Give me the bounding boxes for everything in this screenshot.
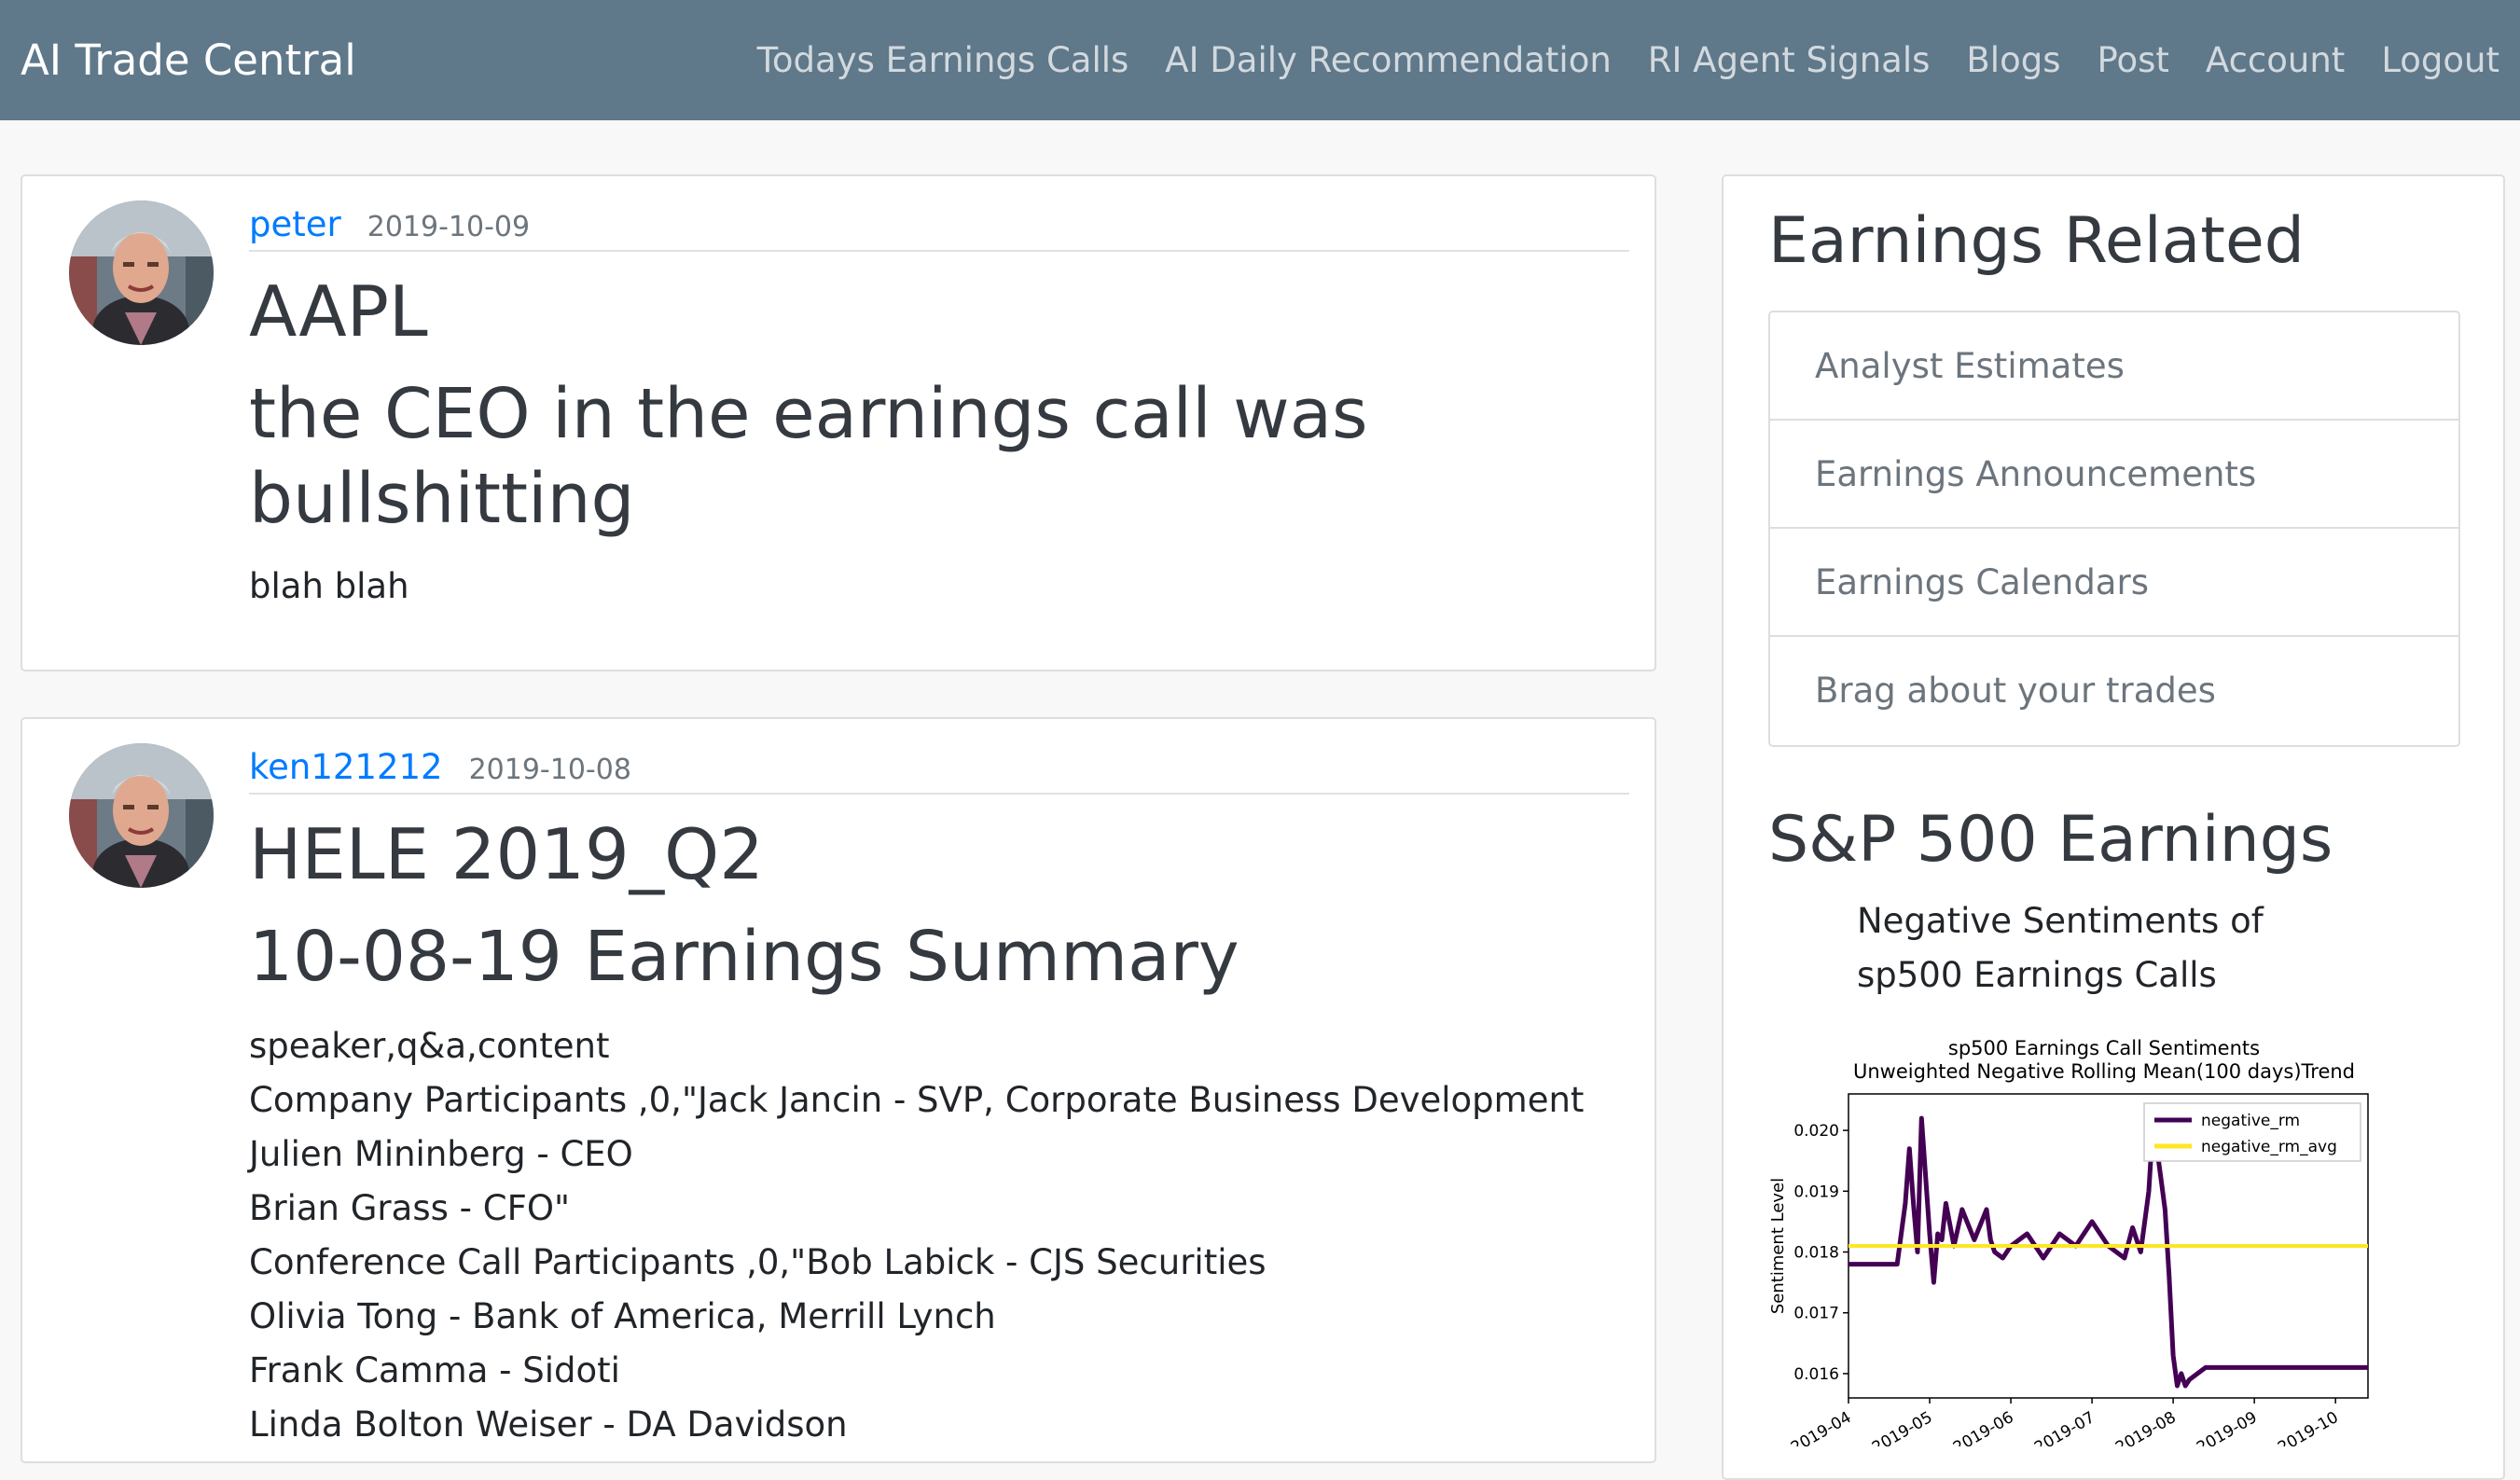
post-body-line: Frank Camma - Sidoti	[249, 1350, 620, 1390]
post-date: 2019-10-08	[468, 754, 631, 786]
nav-ai-daily-recommendation[interactable]: AI Daily Recommendation	[1165, 40, 1612, 80]
post-card: ken121212 2019-10-08 HELE 2019_Q2 10-08-…	[21, 717, 1656, 1463]
post-body-line: Linda Bolton Weiser - DA Davidson	[249, 1404, 848, 1445]
post-subtitle: 10-08-19 Earnings Summary	[249, 917, 1239, 997]
avatar-image	[69, 743, 214, 888]
nav-account[interactable]: Account	[2205, 40, 2346, 80]
chart-y-ticks: 0.020 0.019 0.018 0.017 0.016	[1793, 1122, 1848, 1384]
link-earnings-calendars[interactable]: Earnings Calendars	[1770, 529, 2458, 637]
post-body-line: Olivia Tong - Bank of America, Merrill L…	[249, 1296, 996, 1336]
sp500-earnings-heading: S&P 500 Earnings	[1768, 803, 2333, 877]
x-tick-label: 2019-05	[1869, 1408, 1936, 1446]
chart-title-line-2: Unweighted Negative Rolling Mean(100 day…	[1853, 1060, 2355, 1083]
y-tick-label: 0.020	[1793, 1122, 1839, 1141]
post-header: peter 2019-10-09	[249, 204, 1629, 252]
post-header: ken121212 2019-10-08	[249, 747, 1629, 795]
link-earnings-announcements[interactable]: Earnings Announcements	[1770, 421, 2458, 529]
legend-label-negative-rm: negative_rm	[2201, 1112, 2300, 1130]
brand-link[interactable]: AI Trade Central	[21, 35, 356, 85]
post-subtitle: the CEO in the earnings call was bullshi…	[249, 374, 1368, 539]
earnings-related-heading: Earnings Related	[1768, 204, 2305, 278]
y-tick-label: 0.018	[1793, 1244, 1839, 1263]
chart-series	[1848, 1115, 2368, 1389]
x-tick-label: 2019-09	[2194, 1408, 2261, 1446]
post-body-line: Julien Mininberg - CEO	[249, 1134, 633, 1174]
link-analyst-estimates[interactable]: Analyst Estimates	[1770, 312, 2458, 421]
post-card: peter 2019-10-09 AAPL the CEO in the ear…	[21, 174, 1656, 671]
post-date: 2019-10-09	[367, 211, 531, 243]
chart-x-ticks: 2019-04 2019-05 2019-06 2019-07 2019-08 2019-…	[1788, 1398, 2342, 1446]
post-title[interactable]: HELE 2019_Q2	[249, 813, 764, 895]
nav-links: Todays Earnings Calls AI Daily Recommend…	[757, 0, 2499, 120]
x-tick-label: 2019-04	[1788, 1408, 1855, 1446]
top-navbar: AI Trade Central Todays Earnings Calls A…	[0, 0, 2520, 120]
link-brag-about-trades[interactable]: Brag about your trades	[1815, 671, 2216, 711]
nav-todays-earnings-calls[interactable]: Todays Earnings Calls	[756, 40, 1129, 80]
nav-blogs[interactable]: Blogs	[1966, 40, 2061, 80]
sentiment-chart: sp500 Earnings Call Sentiments Unweighte…	[1768, 1037, 2369, 1446]
post-author-link[interactable]: ken121212	[249, 747, 443, 787]
post-body-line: speaker,q&a,content	[249, 1026, 610, 1066]
y-tick-label: 0.016	[1793, 1365, 1839, 1384]
series-line-negative-rm	[1848, 1115, 2368, 1389]
post-body-line: Conference Call Participants ,0,"Bob Lab…	[249, 1242, 1267, 1282]
nav-logout[interactable]: Logout	[2381, 40, 2499, 80]
chart-caption: Negative Sentiments of sp500 Earnings Ca…	[1857, 901, 2264, 995]
x-tick-label: 2019-10	[2275, 1408, 2342, 1446]
sidebar: Earnings Related Analyst Estimates Earni…	[1722, 174, 2505, 1480]
nav-ri-agent-signals[interactable]: RI Agent Signals	[1647, 40, 1931, 80]
y-tick-label: 0.017	[1793, 1305, 1839, 1323]
post-body: speaker,q&a,content Company Participants…	[249, 1019, 1584, 1452]
legend-label-negative-rm-avg: negative_rm_avg	[2201, 1138, 2337, 1156]
chart-y-axis-label: Sentiment Level	[1768, 1178, 1788, 1314]
avatar[interactable]	[69, 743, 214, 888]
y-tick-label: 0.019	[1793, 1183, 1839, 1201]
chart-legend-box	[2143, 1102, 2361, 1162]
x-tick-label: 2019-07	[2031, 1408, 2098, 1446]
post-body-line: Company Participants ,0,"Jack Jancin - S…	[249, 1080, 1585, 1120]
avatar[interactable]	[69, 201, 214, 345]
post-author-link[interactable]: peter	[249, 204, 341, 244]
post-body-line: Brian Grass - CFO"	[249, 1188, 571, 1228]
post-title[interactable]: AAPL	[249, 270, 428, 353]
chart-legend: negative_rm negative_rm_avg	[2143, 1102, 2361, 1162]
x-tick-label: 2019-06	[1950, 1408, 2017, 1446]
chart-title-line-1: sp500 Earnings Call Sentiments	[1948, 1037, 2260, 1059]
earnings-links-list: Analyst Estimates Earnings Announcements…	[1768, 311, 2460, 747]
x-tick-label: 2019-08	[2112, 1408, 2180, 1446]
post-body: blah blah	[249, 566, 409, 606]
nav-post[interactable]: Post	[2097, 40, 2169, 80]
avatar-image	[69, 201, 214, 345]
